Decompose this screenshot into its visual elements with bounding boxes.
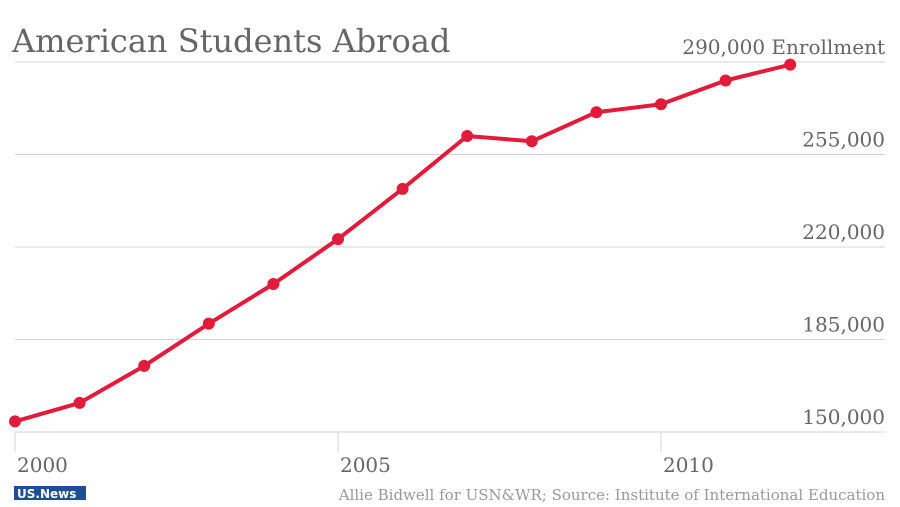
point — [396, 182, 409, 195]
line — [14, 62, 791, 424]
point — [138, 359, 151, 372]
source-note: Allie Bidwell for USN&WR; Source: Instit… — [338, 486, 886, 504]
point — [590, 106, 603, 119]
point — [525, 135, 538, 148]
point — [331, 233, 344, 246]
point — [73, 396, 86, 409]
x-tick-label: 2010 — [663, 453, 714, 477]
point — [9, 415, 21, 428]
point — [202, 317, 215, 330]
chart-title: American Students Abroad — [11, 22, 450, 60]
y-tick-label: 290,000 Enrollment — [682, 35, 885, 59]
point — [654, 98, 667, 111]
y-tick-label: 150,000 — [802, 405, 885, 429]
point — [461, 130, 474, 142]
y-tick-label: 220,000 — [802, 220, 885, 244]
x-tick-label: 2000 — [17, 453, 68, 477]
point — [784, 58, 797, 71]
x-tick-label: 2005 — [340, 453, 391, 477]
y-tick-label: 255,000 — [802, 128, 885, 152]
logo: US.News — [17, 487, 76, 501]
point — [719, 74, 732, 87]
point — [267, 278, 280, 290]
logo-box — [14, 486, 86, 500]
y-tick-label: 185,000 — [802, 313, 885, 337]
